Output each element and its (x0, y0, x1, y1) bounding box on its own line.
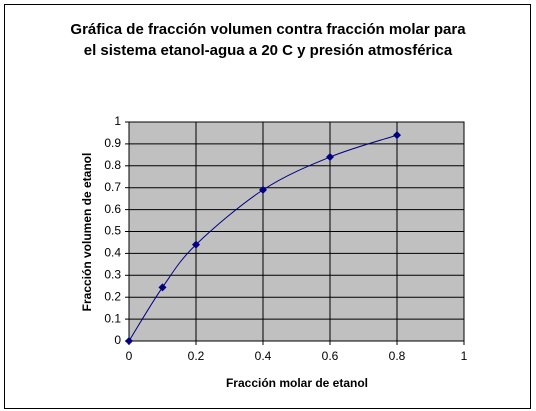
x-tick-label: 0.2 (188, 349, 205, 363)
y-tick-label: 0.2 (104, 289, 121, 303)
y-tick-label: 1 (114, 114, 121, 128)
y-tick-label: 0.6 (104, 202, 121, 216)
point (393, 131, 401, 140)
y-axis-label: Fracción volumen de etanol (80, 153, 94, 312)
point (326, 153, 334, 162)
point (259, 185, 267, 194)
x-axis-label: Fracción molar de etanol (226, 376, 368, 390)
x-tick-label: 0 (126, 349, 133, 363)
y-tick-label: 0.4 (104, 246, 121, 260)
y-tick-label: 0.1 (104, 311, 121, 325)
chart-title: Gráfica de fracción volumen contra fracc… (70, 21, 466, 59)
x-tick-label: 0.4 (255, 349, 272, 363)
point (192, 240, 200, 249)
point (125, 337, 133, 345)
y-tick-label: 0.9 (104, 136, 121, 150)
y-tick-label: 0.5 (104, 224, 121, 238)
plot-border (128, 121, 465, 342)
y-tick-label: 0 (114, 333, 121, 347)
y-tick-label: 0.7 (104, 180, 121, 194)
x-tick-label: 1 (461, 349, 468, 363)
y-tick-label: 0.3 (104, 267, 121, 281)
x-tick-label: 0.8 (389, 349, 406, 363)
x-tick-label: 0.6 (322, 349, 339, 363)
y-tick-label: 0.8 (104, 158, 121, 172)
point (158, 283, 167, 292)
